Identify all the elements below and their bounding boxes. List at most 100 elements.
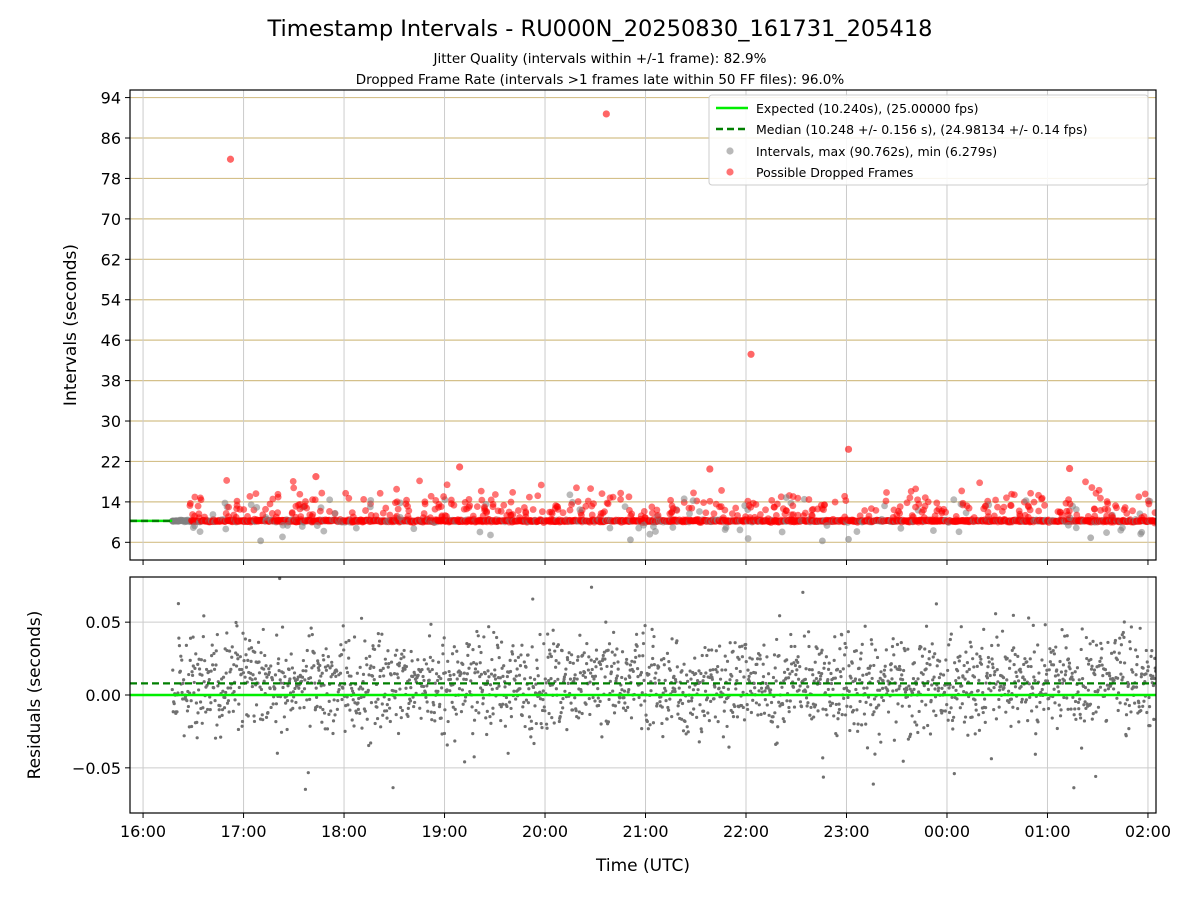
- residual-point: [1016, 706, 1020, 711]
- residual-point: [528, 676, 532, 680]
- residual-point: [308, 676, 313, 680]
- residual-point: [663, 686, 667, 690]
- residual-point: [1067, 661, 1072, 665]
- residual-point: [250, 678, 254, 682]
- residual-point: [701, 679, 705, 683]
- residual-point: [664, 699, 668, 703]
- residual-point: [1127, 682, 1131, 686]
- residual-point: [950, 695, 954, 699]
- residual-point: [527, 715, 532, 719]
- residual-point: [369, 664, 373, 668]
- residual-point: [771, 715, 775, 719]
- residual-point: [530, 726, 534, 731]
- x-tick-label: 17:00: [220, 822, 266, 841]
- residual-point: [428, 655, 432, 659]
- residual-point: [676, 712, 680, 716]
- dropped-frame-point: [938, 509, 946, 517]
- residual-point: [239, 672, 243, 676]
- residual-point: [508, 658, 512, 663]
- residual-point: [1059, 708, 1063, 712]
- legend-intervals-label: Intervals, max (90.762s), min (6.279s): [756, 144, 997, 159]
- residual-point: [1132, 685, 1136, 689]
- residual-point: [681, 690, 685, 695]
- dropped-frame-point: [903, 499, 911, 507]
- residual-point: [708, 668, 712, 672]
- residual-point: [649, 689, 653, 693]
- residual-point: [725, 659, 730, 663]
- residual-point: [929, 698, 933, 703]
- residual-point: [326, 655, 330, 659]
- residual-point: [916, 730, 920, 735]
- residual-point: [1091, 712, 1095, 716]
- residual-point: [247, 647, 251, 651]
- residual-point: [901, 759, 905, 763]
- residual-point: [731, 715, 736, 719]
- residual-point: [422, 678, 426, 683]
- residual-point: [429, 622, 433, 626]
- residual-point: [908, 735, 912, 739]
- dropped-frame-point: [516, 514, 523, 521]
- residual-point: [900, 673, 904, 677]
- dropped-frame-point: [700, 499, 708, 507]
- residual-point: [1098, 685, 1103, 689]
- residual-point: [460, 688, 464, 692]
- residual-point: [277, 657, 281, 661]
- residual-point: [855, 708, 859, 712]
- residual-point: [1056, 673, 1060, 677]
- residual-point: [343, 729, 347, 733]
- residual-point: [872, 710, 876, 714]
- residual-point: [278, 577, 282, 581]
- residual-point: [703, 689, 708, 693]
- residual-point: [527, 687, 531, 691]
- residual-point: [481, 702, 485, 706]
- residual-point: [846, 695, 850, 700]
- chart-title: Timestamp Intervals - RU000N_20250830_16…: [267, 16, 933, 42]
- dropped-frame-point: [717, 503, 725, 510]
- residual-point: [949, 706, 953, 710]
- residual-point: [586, 668, 591, 672]
- interval-point: [1137, 530, 1145, 538]
- interval-point: [853, 528, 861, 535]
- residual-point: [722, 685, 726, 690]
- residual-point: [726, 687, 730, 691]
- residual-point: [288, 677, 292, 681]
- residual-point: [936, 689, 940, 693]
- residual-point: [418, 706, 422, 710]
- residual-point: [1058, 714, 1063, 718]
- residual-point: [425, 684, 429, 688]
- residual-point: [625, 657, 629, 662]
- residual-point: [229, 667, 233, 671]
- dropped-frame-point: [1073, 511, 1081, 519]
- residual-point: [461, 702, 465, 706]
- residual-point: [190, 670, 194, 674]
- residual-point: [699, 727, 703, 731]
- residual-point: [542, 705, 546, 709]
- residual-point: [922, 726, 926, 730]
- residual-point: [481, 696, 485, 700]
- residual-point: [635, 644, 639, 648]
- residual-point: [984, 706, 988, 710]
- residual-point: [761, 662, 765, 666]
- residual-point: [1096, 705, 1101, 709]
- residual-point: [833, 635, 837, 639]
- residual-point: [259, 651, 263, 655]
- residual-point: [556, 677, 560, 681]
- dropped-frame-point: [300, 503, 308, 511]
- residual-point: [869, 638, 873, 642]
- residual-point: [840, 633, 844, 637]
- residual-point: [710, 677, 714, 681]
- residual-point: [806, 701, 810, 705]
- residual-point: [319, 684, 323, 688]
- residual-point: [180, 690, 184, 695]
- residual-point: [907, 704, 911, 708]
- residual-point: [822, 661, 827, 665]
- dropped-frame-point: [574, 498, 582, 505]
- dropped-frame-point: [435, 500, 443, 508]
- residual-point: [923, 647, 927, 651]
- residual-point: [980, 646, 984, 650]
- residual-point: [1119, 672, 1123, 676]
- residual-point: [863, 624, 867, 628]
- residual-point: [264, 664, 268, 668]
- residual-point: [171, 668, 175, 672]
- residual-point: [1116, 708, 1120, 713]
